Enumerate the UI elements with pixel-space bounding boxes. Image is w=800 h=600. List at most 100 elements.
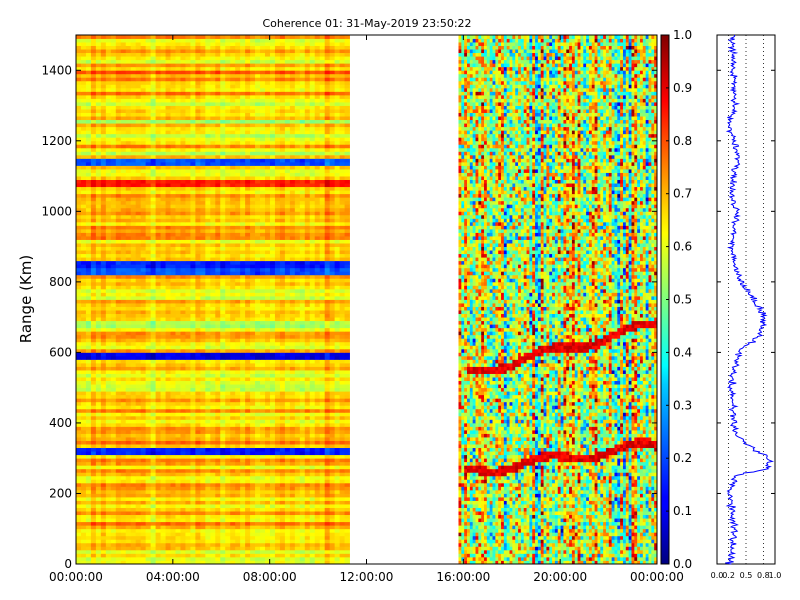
heatmap-cell [165, 493, 171, 498]
heatmap-cell [299, 560, 306, 565]
heatmap-cell [294, 345, 301, 350]
heatmap-cell [245, 338, 251, 343]
heatmap-cell [235, 295, 241, 300]
heatmap-cell [195, 264, 201, 269]
heatmap-cell [145, 560, 151, 565]
heatmap-cell [205, 468, 211, 473]
heatmap-cell [205, 313, 211, 318]
heatmap-cell [284, 419, 291, 424]
heatmap-cell [170, 313, 176, 318]
heatmap-cell [80, 511, 87, 516]
heatmap-cell [195, 482, 201, 487]
heatmap-cell [190, 345, 196, 350]
heatmap-cell [225, 465, 231, 470]
heatmap-cell [165, 496, 171, 501]
heatmap-cell [289, 461, 296, 466]
heatmap-cell [180, 525, 186, 530]
heatmap-cell [324, 511, 331, 516]
heatmap-cell [190, 429, 196, 434]
heatmap-cell [185, 429, 191, 434]
heatmap-cell [210, 504, 216, 508]
heatmap-cell [344, 458, 350, 463]
heatmap-cell [180, 489, 186, 494]
heatmap-cell [180, 352, 186, 357]
heatmap-cell [339, 324, 345, 329]
heatmap-cell [274, 331, 281, 336]
heatmap-cell [309, 387, 316, 392]
heatmap-cell [190, 281, 196, 286]
heatmap-cell [175, 384, 181, 389]
heatmap-cell [80, 426, 87, 431]
heatmap-cell [130, 415, 137, 420]
heatmap-cell [115, 257, 122, 262]
heatmap-cell [245, 556, 251, 561]
heatmap-cell [120, 454, 127, 459]
heatmap-cell [304, 528, 311, 533]
heatmap-cell [220, 373, 226, 378]
heatmap-cell [135, 475, 142, 480]
heatmap-cell [205, 377, 211, 382]
heatmap-cell [225, 549, 231, 554]
heatmap-cell [304, 334, 311, 339]
heatmap-cell [269, 521, 276, 526]
heatmap-cell [289, 447, 296, 452]
heatmap-cell [344, 542, 350, 547]
heatmap-cell [250, 486, 256, 491]
heatmap-cell [110, 398, 117, 403]
heatmap-cell [294, 274, 301, 279]
heatmap-cell [260, 384, 266, 389]
heatmap-cell [339, 267, 345, 272]
heatmap-cell [100, 454, 107, 459]
heatmap-cell [220, 303, 226, 307]
heatmap-cell [205, 486, 211, 491]
heatmap-cell [130, 267, 137, 272]
heatmap-cell [120, 359, 127, 364]
heatmap-cell [260, 264, 266, 269]
heatmap-cell [339, 317, 345, 322]
heatmap-cell [105, 359, 112, 364]
heatmap-cell [80, 521, 87, 526]
heatmap-cell [150, 310, 156, 315]
heatmap-cell [220, 444, 226, 449]
heatmap-cell [85, 264, 92, 269]
heatmap-cell [95, 496, 102, 501]
heatmap-cell [274, 486, 281, 491]
heatmap-cell [265, 514, 271, 519]
heatmap-cell [319, 320, 326, 325]
heatmap-cell [130, 511, 137, 516]
heatmap-cell [160, 482, 166, 487]
heatmap-cell [240, 355, 246, 360]
heatmap-cell [265, 264, 271, 269]
heatmap-cell [120, 370, 127, 374]
heatmap-cell [190, 461, 196, 466]
heatmap-cell [85, 560, 92, 565]
heatmap-cell [319, 489, 326, 494]
heatmap-cell [95, 556, 102, 561]
heatmap-cell [215, 525, 221, 530]
heatmap-cell [180, 246, 186, 251]
heatmap-cell [289, 281, 296, 286]
heatmap-cell [299, 454, 306, 459]
heatmap-cell [125, 486, 132, 491]
heatmap-cell [225, 496, 231, 501]
heatmap-cell [274, 246, 281, 251]
heatmap-cell [220, 525, 226, 530]
heatmap-cell [284, 486, 291, 491]
heatmap-cell [309, 518, 316, 523]
heatmap-cell [250, 327, 256, 332]
heatmap-cell [230, 341, 236, 346]
heatmap-cell [185, 451, 191, 456]
heatmap-cell [120, 511, 127, 516]
heatmap-cell [225, 433, 231, 438]
heatmap-cell [100, 539, 107, 544]
heatmap-cell [279, 504, 286, 508]
heatmap-cell [195, 461, 201, 466]
heatmap-cell [334, 264, 340, 269]
heatmap-cell [220, 415, 226, 420]
heatmap-cell [289, 422, 296, 427]
heatmap-cell [265, 288, 271, 293]
heatmap-cell [250, 468, 256, 473]
heatmap-cell [76, 419, 82, 424]
heatmap-cell [294, 458, 301, 463]
heatmap-cell [314, 317, 321, 322]
